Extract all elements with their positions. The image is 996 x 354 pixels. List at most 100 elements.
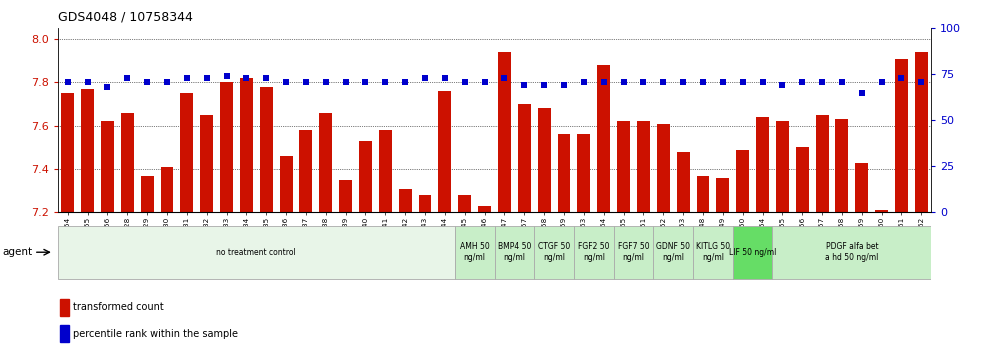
Bar (736, 150, 749, 212)
Bar (816, 115, 829, 212)
Point (556, 82, 572, 88)
Bar (558, 135, 571, 212)
Text: AMH 50
ng/ml: AMH 50 ng/ml (460, 242, 490, 262)
Bar (438, 91, 451, 212)
Point (218, 73, 234, 79)
Text: FGF2 50
ng/ml: FGF2 50 ng/ml (578, 242, 610, 262)
Bar (121, 113, 133, 212)
Text: transformed count: transformed count (73, 302, 164, 312)
Point (397, 79, 413, 85)
FancyBboxPatch shape (733, 226, 773, 279)
FancyBboxPatch shape (58, 226, 455, 279)
Point (258, 75, 274, 81)
Point (755, 79, 771, 85)
Text: GDS4048 / 10758344: GDS4048 / 10758344 (58, 10, 192, 23)
FancyBboxPatch shape (534, 226, 574, 279)
Bar (796, 147, 809, 212)
Bar (598, 65, 611, 212)
Point (893, 75, 909, 81)
Point (60, 79, 76, 85)
Point (596, 79, 612, 85)
Point (298, 79, 314, 85)
Text: percentile rank within the sample: percentile rank within the sample (73, 329, 238, 339)
Point (139, 79, 155, 85)
Point (179, 75, 195, 81)
Text: PDGF alfa bet
a hd 50 ng/ml: PDGF alfa bet a hd 50 ng/ml (825, 242, 878, 262)
Bar (200, 115, 213, 212)
Text: agent: agent (2, 247, 32, 257)
Point (80, 79, 96, 85)
Point (675, 79, 691, 85)
Point (715, 79, 731, 85)
FancyBboxPatch shape (574, 226, 614, 279)
Bar (220, 82, 233, 212)
Bar (418, 195, 431, 212)
Point (437, 75, 453, 81)
Point (794, 79, 810, 85)
Point (735, 79, 751, 85)
Bar (696, 176, 709, 212)
Bar (140, 176, 153, 212)
Bar (260, 87, 273, 212)
Text: BMP4 50
ng/ml: BMP4 50 ng/ml (498, 242, 531, 262)
Bar (676, 152, 689, 212)
Point (695, 79, 711, 85)
Bar (398, 189, 411, 212)
Bar (160, 167, 173, 212)
FancyBboxPatch shape (614, 226, 653, 279)
Point (854, 90, 870, 96)
Point (477, 79, 493, 85)
Point (516, 82, 532, 88)
Bar (538, 108, 551, 212)
Bar (776, 121, 789, 212)
Point (318, 79, 334, 85)
Bar (378, 130, 391, 212)
Bar (915, 52, 928, 212)
Bar (300, 130, 313, 212)
Bar (875, 210, 888, 212)
Bar (60, 325, 69, 342)
FancyBboxPatch shape (653, 226, 693, 279)
Point (338, 79, 354, 85)
Point (814, 79, 830, 85)
Bar (359, 141, 372, 212)
Bar (101, 121, 114, 212)
Point (120, 75, 135, 81)
Point (457, 79, 473, 85)
FancyBboxPatch shape (494, 226, 534, 279)
Bar (61, 93, 74, 212)
Point (616, 79, 631, 85)
Bar (895, 59, 908, 212)
Bar (716, 178, 729, 212)
Point (358, 79, 374, 85)
Bar (618, 121, 630, 212)
Point (873, 79, 889, 85)
Text: LIF 50 ng/ml: LIF 50 ng/ml (729, 248, 776, 257)
Bar (478, 206, 491, 212)
Bar (637, 121, 649, 212)
Bar (836, 119, 849, 212)
Text: GDNF 50
ng/ml: GDNF 50 ng/ml (656, 242, 690, 262)
Text: no treatment control: no treatment control (216, 248, 296, 257)
Point (576, 79, 592, 85)
Bar (340, 180, 352, 212)
Text: CTGF 50
ng/ml: CTGF 50 ng/ml (538, 242, 570, 262)
Bar (518, 104, 531, 212)
Point (238, 75, 254, 81)
Text: FGF7 50
ng/ml: FGF7 50 ng/ml (618, 242, 649, 262)
Bar (756, 117, 769, 212)
Point (775, 82, 791, 88)
Bar (280, 156, 293, 212)
Point (913, 79, 929, 85)
Point (496, 75, 512, 81)
FancyBboxPatch shape (773, 226, 931, 279)
Text: KITLG 50
ng/ml: KITLG 50 ng/ml (696, 242, 730, 262)
Point (536, 82, 552, 88)
Bar (856, 162, 869, 212)
FancyBboxPatch shape (455, 226, 494, 279)
Point (417, 75, 433, 81)
Point (834, 79, 850, 85)
Point (100, 84, 116, 90)
FancyBboxPatch shape (693, 226, 733, 279)
Bar (320, 113, 333, 212)
